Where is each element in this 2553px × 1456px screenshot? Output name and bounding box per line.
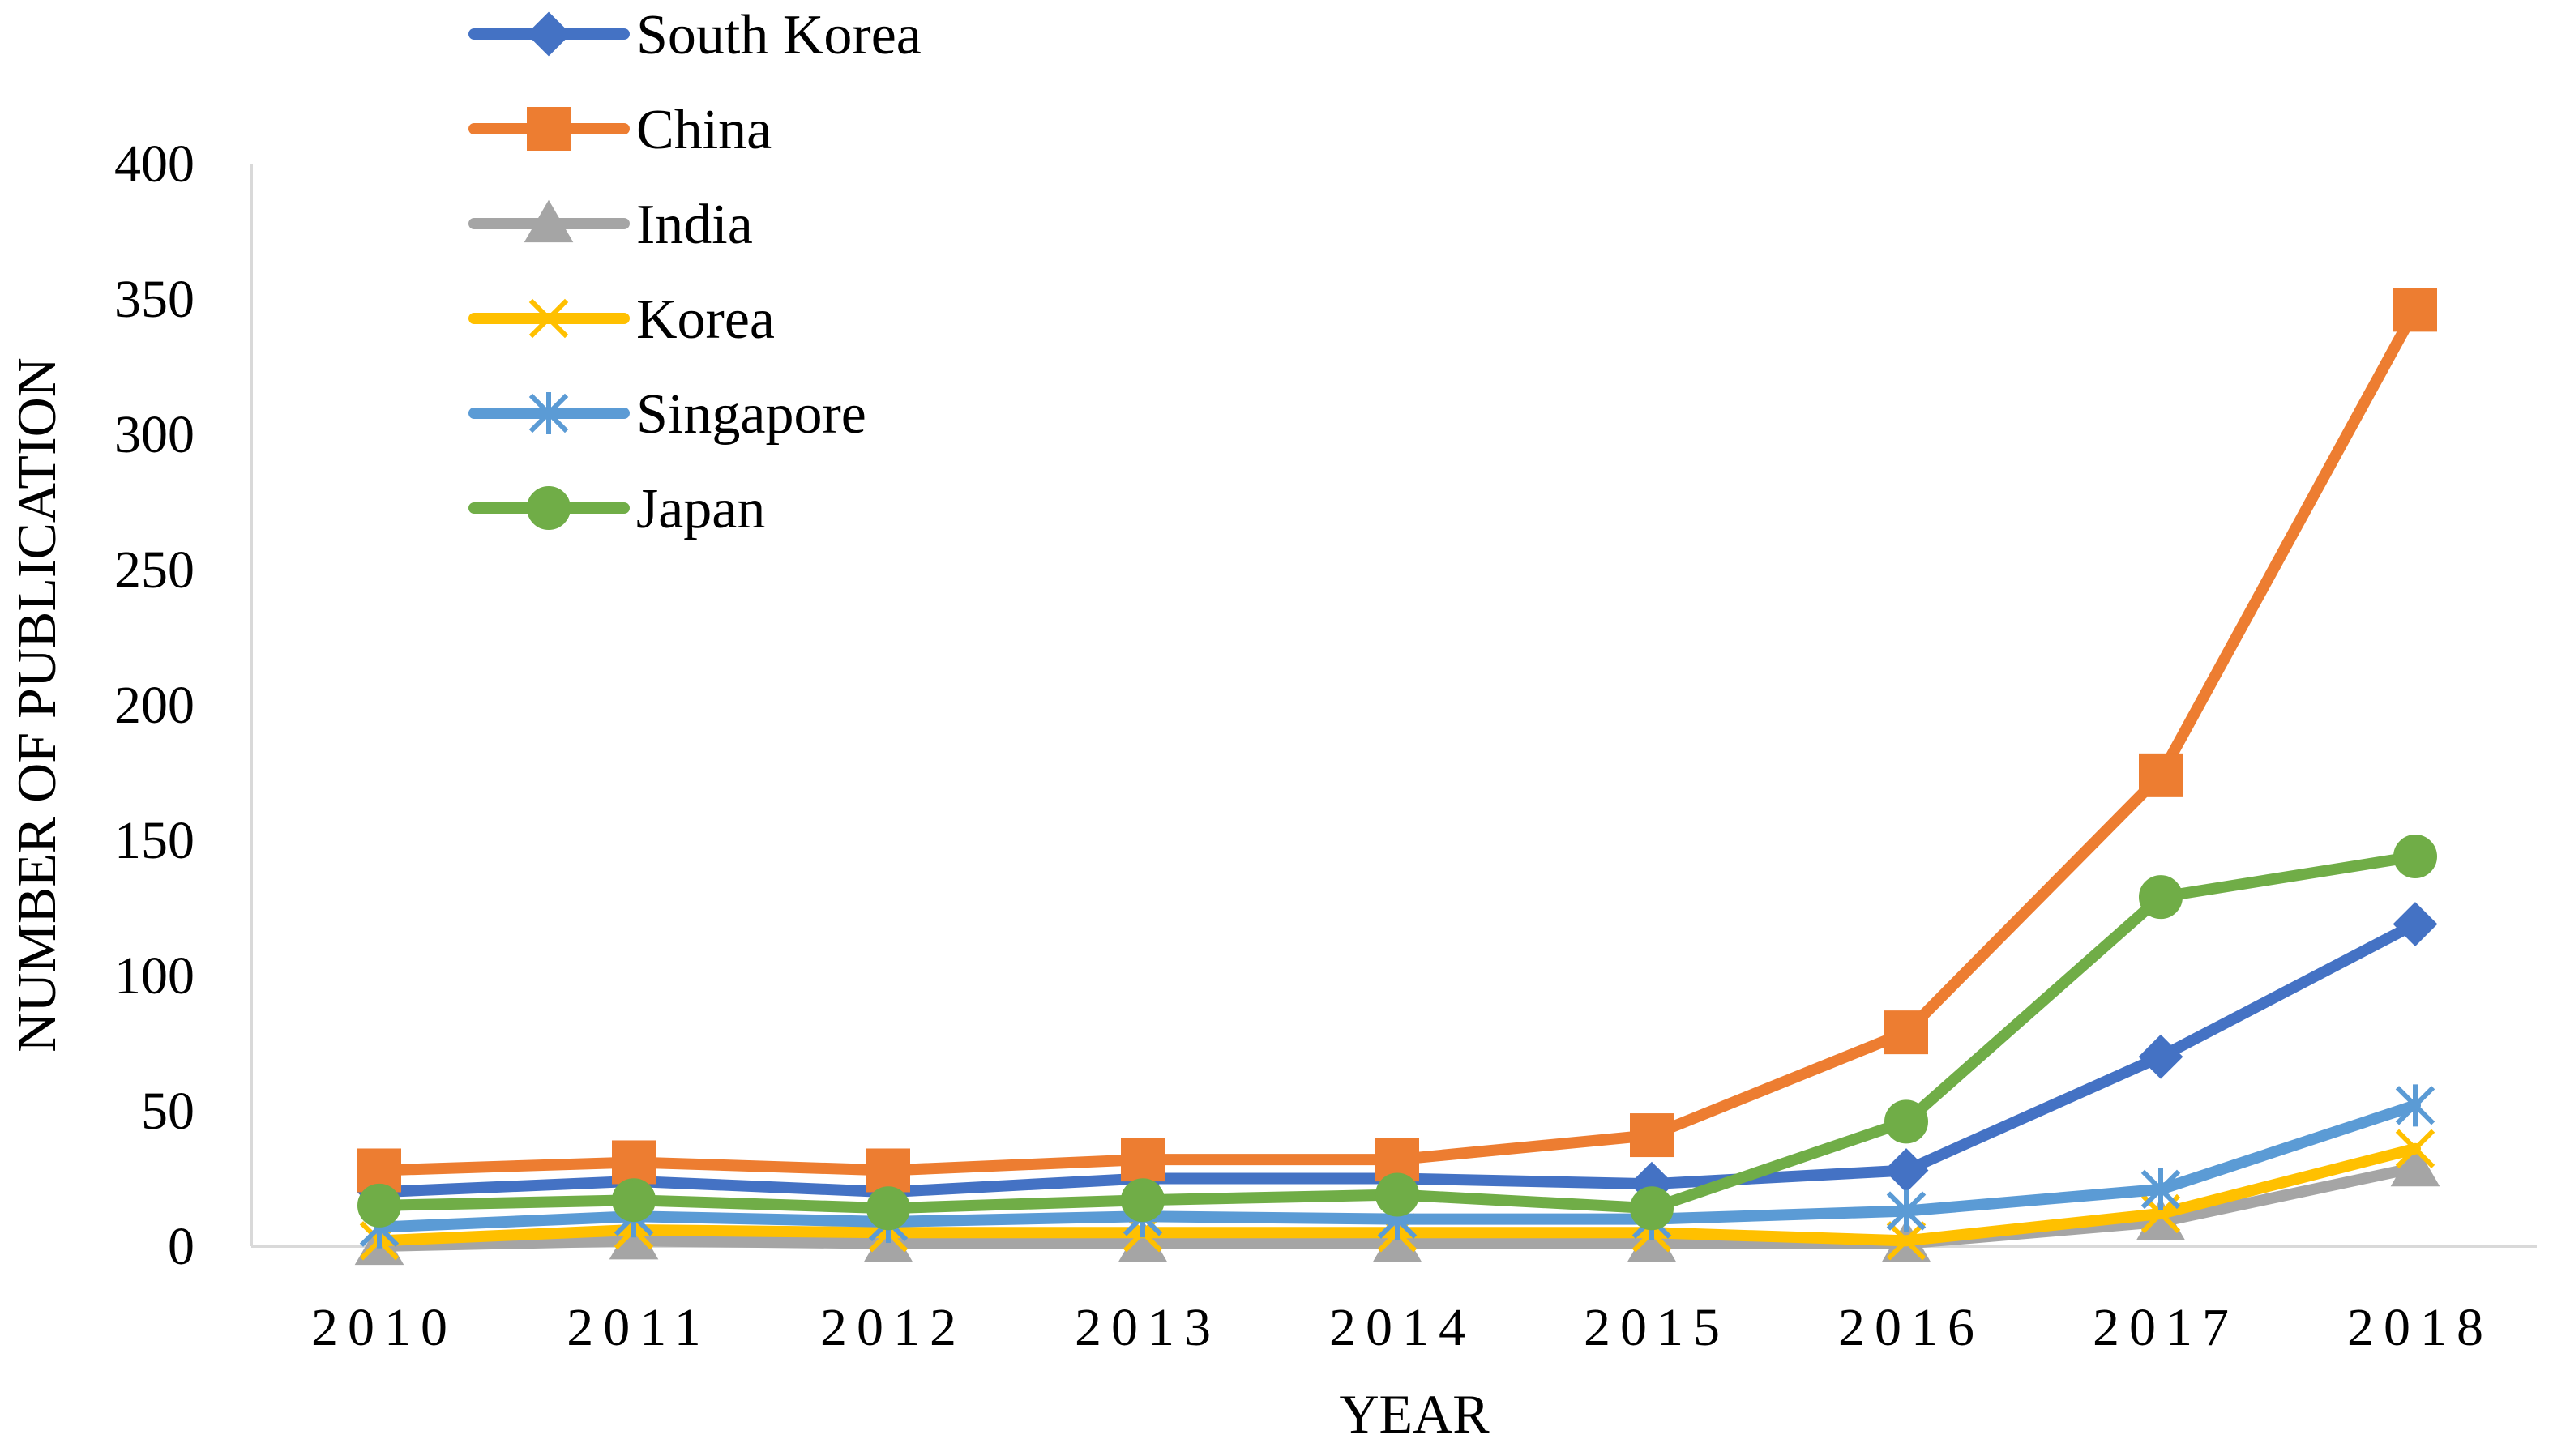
data-point [1630,1113,1674,1158]
data-point [2395,1129,2435,1168]
data-point [1886,1189,1927,1232]
data-point [2393,835,2437,879]
legend-label: China [636,99,772,161]
legend-label: Singapore [636,383,866,446]
data-point [2393,288,2437,332]
legend-marker [528,298,569,339]
series-5 [357,835,2437,1231]
data-point [2139,753,2183,797]
legend-label: South Korea [636,4,922,66]
x-tick-label: 2013 [1075,1298,1221,1357]
y-tick-label: 350 [114,270,195,329]
series-group [354,288,2440,1266]
data-point [2390,1143,2440,1187]
legend-marker [526,11,571,57]
data-point [2140,1168,2181,1210]
data-point [866,1148,910,1193]
legend-label: Korea [636,288,775,351]
x-tick-label: 2010 [311,1298,457,1357]
x-tick-label: 2014 [1329,1298,1475,1357]
x-axis-ticks: 2010 2011 2012 2013 2014 2015 2016 2017 2018 [311,1298,2493,1357]
data-point [866,1186,910,1231]
data-point [2393,902,2438,946]
y-axis-title: NUMBER OF PUBLICATION [6,357,67,1053]
legend-marker [524,199,574,243]
x-tick-label: 2016 [1838,1298,1984,1357]
x-tick-label: 2017 [2093,1298,2239,1357]
legend-label: India [636,194,753,256]
legend-label: Japan [636,478,765,540]
y-tick-label: 400 [114,134,195,194]
data-point [1884,1099,1928,1144]
legend-marker [527,107,571,151]
data-point [2138,1034,2183,1079]
legend-item: China [468,99,772,161]
x-tick-label: 2011 [567,1298,711,1357]
x-tick-label: 2015 [1584,1298,1730,1357]
legend-marker [527,486,571,530]
legend-item: South Korea [468,4,922,66]
data-point [2139,875,2183,920]
data-point [612,1178,656,1223]
legend: South Korea China India Korea Singapore Jap… [468,4,922,540]
y-tick-label: 200 [114,676,195,735]
legend-item: Korea [468,288,775,351]
x-tick-label: 2018 [2347,1298,2493,1357]
series-1 [357,288,2437,1193]
data-point [1121,1138,1165,1182]
legend-item: Japan [468,478,765,540]
data-point [1375,1172,1419,1217]
legend-item: Singapore [468,383,866,446]
data-point [2395,1084,2435,1127]
data-point [1630,1186,1674,1231]
y-axis-ticks: 0 50 100 150 200 250 300 350 400 [114,134,195,1276]
y-tick-label: 150 [114,811,195,870]
y-tick-label: 250 [114,540,195,600]
legend-item: India [468,194,753,256]
y-tick-label: 50 [141,1082,195,1141]
plot-area [250,164,2537,1266]
data-point [1121,1178,1165,1223]
data-point [1884,1148,1929,1193]
x-tick-label: 2012 [820,1298,966,1357]
data-point [612,1140,656,1185]
data-point [1886,1221,1927,1261]
data-point [357,1183,401,1228]
y-tick-label: 300 [114,405,195,464]
data-point [1884,1010,1928,1055]
legend-marker [528,392,569,434]
x-axis-title: YEAR [1339,1383,1490,1445]
y-tick-label: 0 [168,1217,195,1276]
y-tick-label: 100 [114,946,195,1006]
